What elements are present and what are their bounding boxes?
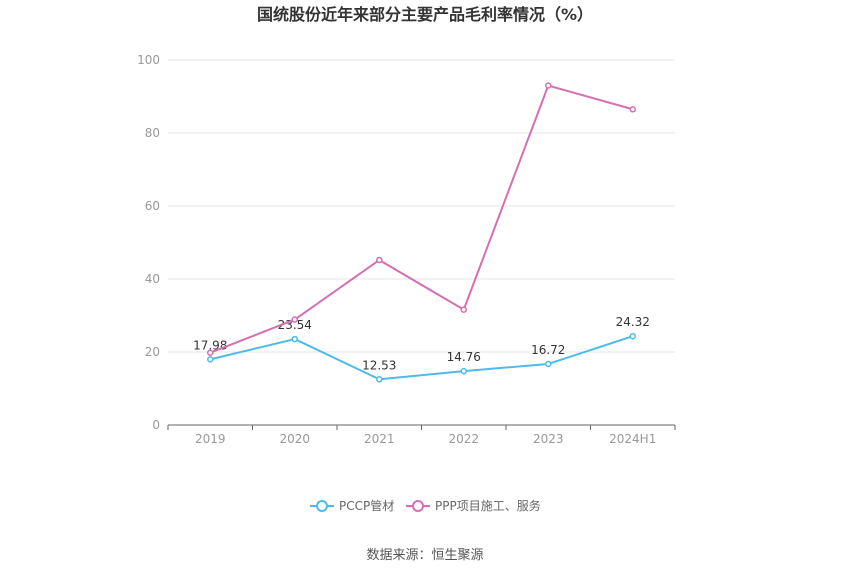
- x-tick-label: 2021: [364, 432, 395, 446]
- legend-item-0[interactable]: PCCP管材: [310, 498, 394, 513]
- series-line-1: [209, 84, 634, 354]
- y-tick-label: 80: [145, 126, 160, 140]
- series-line-0: [210, 335, 634, 381]
- data-label: 14.76: [447, 350, 481, 364]
- data-point[interactable]: [207, 349, 214, 356]
- data-label: 12.53: [362, 358, 396, 372]
- data-point[interactable]: [291, 316, 298, 323]
- data-point[interactable]: [291, 335, 298, 343]
- data-label: 24.32: [616, 315, 650, 329]
- data-label: 23.54: [278, 318, 312, 332]
- data-point[interactable]: [376, 256, 383, 264]
- legend-label: PPP项目施工、服务: [435, 498, 541, 513]
- data-point[interactable]: [545, 360, 552, 368]
- x-tick-label: 2020: [279, 432, 310, 446]
- data-point[interactable]: [460, 367, 467, 375]
- source-note: 数据来源：恒生聚源: [366, 548, 483, 563]
- legend-item-1[interactable]: PPP项目施工、服务: [406, 498, 541, 513]
- x-tick-label: 2022: [448, 432, 479, 446]
- y-tick-label: 40: [145, 272, 160, 286]
- legend[interactable]: PCCP管材 PPP项目施工、服务: [310, 498, 541, 513]
- y-tick-label: 0: [152, 418, 160, 432]
- data-point[interactable]: [460, 306, 467, 313]
- chart-title: 国统股份近年来部分主要产品毛利率情况（%）: [257, 5, 593, 24]
- data-point[interactable]: [545, 82, 552, 89]
- data-point[interactable]: [376, 376, 383, 383]
- y-tick-label: 100: [137, 53, 160, 67]
- data-point[interactable]: [207, 356, 214, 363]
- legend-label: PCCP管材: [339, 498, 394, 513]
- data-label: 16.72: [531, 343, 565, 357]
- x-tick-label: 2024H1: [609, 432, 656, 446]
- data-point[interactable]: [629, 332, 636, 340]
- grid: [168, 59, 675, 353]
- data-point[interactable]: [629, 106, 636, 113]
- x-tick-label: 2019: [195, 432, 226, 446]
- y-tick-label: 60: [145, 199, 160, 213]
- x-tick-label: 2023: [533, 432, 564, 446]
- legend-marker: [316, 500, 328, 512]
- y-tick-label: 20: [145, 345, 160, 359]
- legend-marker: [412, 500, 424, 512]
- axes: 0 20 40 60 80 100 2019 2020 2021 2022 2023 2024H1: [137, 53, 676, 446]
